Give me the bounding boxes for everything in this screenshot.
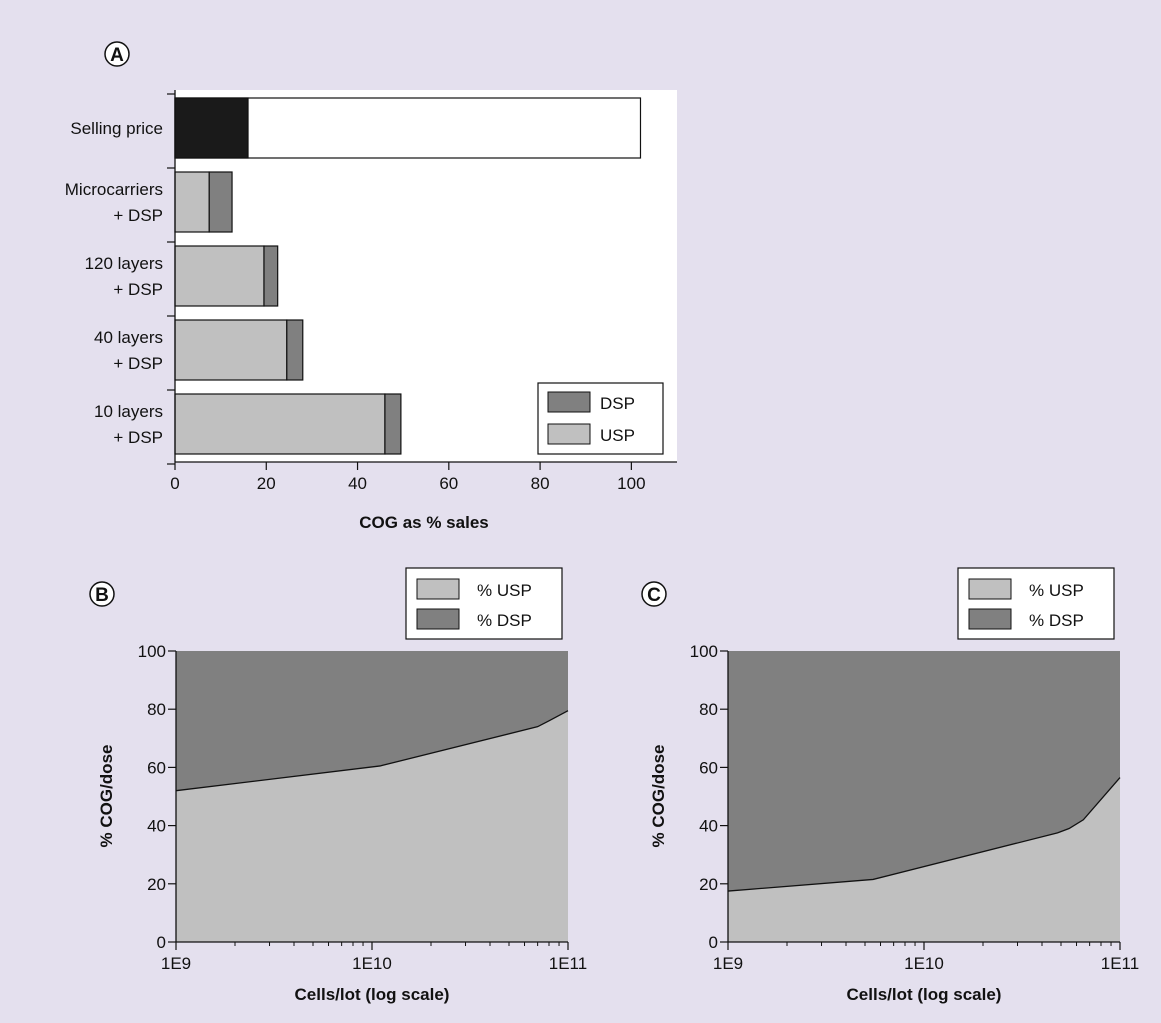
- category-label-120-layers-dsp-line-1: 120 layers: [85, 254, 163, 273]
- b-boundary-line: [175, 710, 569, 792]
- category-label-40-layers-dsp-line-1: 40 layers: [94, 328, 163, 347]
- c-area-usp: [728, 777, 1120, 942]
- category-label-120-layers-dsp-line-2: + DSP: [113, 280, 163, 299]
- panel-b-legend: % USP % DSP: [405, 567, 563, 640]
- c-area-dsp: [728, 651, 1120, 892]
- panel-c: C 0 20 40 60 80 100 1E9 1E10 1E11 Cells/lot (lo…: [641, 567, 1139, 1004]
- panel-a-x-tick-label-80: 80: [531, 474, 550, 493]
- panel-a-legend-swatch-dsp: [547, 391, 591, 413]
- b-y-tick-label-40: 40: [147, 817, 166, 836]
- panel-c-legend-swatch-usp: [968, 578, 1012, 600]
- panel-a-x-axis-title: COG as % sales: [359, 513, 488, 532]
- panel-a-legend-label-dsp: DSP: [600, 394, 635, 413]
- bar-120-layers-dsp-dsp: [263, 245, 279, 307]
- panel-b-legend-swatch-dsp: [416, 608, 460, 630]
- panel-a-legend: DSP USP: [537, 382, 664, 455]
- bar-microcarriers-dsp-dsp: [208, 171, 233, 233]
- panel-a-legend-swatch-usp: [547, 423, 591, 445]
- panel-c-badge-circle: [641, 581, 667, 607]
- panel-b-badge-circle: [89, 581, 115, 607]
- panel-b-badge-letter: B: [95, 585, 109, 606]
- panel-c-y-axis-title: % COG/dose: [649, 745, 668, 848]
- panel-c-badge: C: [641, 581, 667, 607]
- panel-a-legend-label-usp: USP: [600, 426, 635, 445]
- panel-c-legend-label-dsp: % DSP: [1029, 611, 1084, 630]
- category-label-10-layers-dsp-line-2: + DSP: [113, 428, 163, 447]
- panel-a-x-tick-label-40: 40: [348, 474, 367, 493]
- category-label-microcarriers-dsp-line-2: + DSP: [113, 206, 163, 225]
- bar-selling-price-cog: [174, 97, 249, 159]
- c-boundary-line: [727, 777, 1121, 892]
- panel-c-x-axis-title: Cells/lot (log scale): [847, 985, 1002, 1004]
- c-x-tick-label-1e10: 1E10: [904, 954, 944, 973]
- bar-10-layers-dsp-dsp: [384, 393, 402, 455]
- panel-c-legend: % USP % DSP: [957, 567, 1115, 640]
- panel-c-axes: [720, 650, 1121, 950]
- b-area-usp: [176, 710, 568, 942]
- panel-a-badge: A: [104, 41, 130, 67]
- panel-b-legend-swatch-usp: [416, 578, 460, 600]
- panel-b-x-tick-labels: 1E9 1E10 1E11: [161, 954, 587, 973]
- b-x-tick-label-1e10: 1E10: [352, 954, 392, 973]
- panel-a-x-tick-label-20: 20: [257, 474, 276, 493]
- panel-b-badge: B: [89, 581, 115, 607]
- bar-40-layers-dsp-usp: [174, 319, 288, 381]
- panel-b-x-axis-title: Cells/lot (log scale): [295, 985, 450, 1004]
- panel-c-y-tick-labels: 0 20 40 60 80 100: [690, 642, 718, 952]
- panel-a-badge-letter: A: [110, 45, 124, 66]
- b-y-tick-label-80: 80: [147, 700, 166, 719]
- panel-c-x-tick-labels: 1E9 1E10 1E11: [713, 954, 1139, 973]
- bar-microcarriers-dsp-usp: [174, 171, 210, 233]
- b-y-tick-label-100: 100: [138, 642, 166, 661]
- c-y-tick-label-0: 0: [709, 933, 718, 952]
- panel-b-y-axis-title: % COG/dose: [97, 745, 116, 848]
- panel-a-bars: [174, 97, 642, 455]
- category-label-40-layers-dsp-line-2: + DSP: [113, 354, 163, 373]
- panel-c-legend-swatch-dsp: [968, 608, 1012, 630]
- c-x-tick-label-1e9: 1E9: [713, 954, 743, 973]
- category-label-microcarriers-dsp-line-1: Microcarriers: [65, 180, 163, 199]
- c-y-tick-label-100: 100: [690, 642, 718, 661]
- panel-b: B 0 20 40 60 80 100 1E9 1E10 1E11 Cells/lot (lo…: [89, 567, 587, 1004]
- panel-a-category-labels: Selling price Microcarriers + DSP 120 layer…: [65, 119, 163, 447]
- panel-a-badge-circle: [104, 41, 130, 67]
- c-y-tick-label-60: 60: [699, 758, 718, 777]
- c-x-tick-label-1e11: 1E11: [1101, 954, 1139, 973]
- panel-b-areas: [175, 651, 569, 942]
- b-y-tick-label-20: 20: [147, 875, 166, 894]
- panel-a-x-tick-labels: 0 20 40 60 80 100: [170, 474, 645, 493]
- panel-a-x-tick-label-60: 60: [439, 474, 458, 493]
- panel-a-x-tick-label-0: 0: [170, 474, 179, 493]
- b-x-tick-label-1e11: 1E11: [549, 954, 587, 973]
- panel-c-legend-label-usp: % USP: [1029, 581, 1084, 600]
- panel-b-legend-label-usp: % USP: [477, 581, 532, 600]
- panel-a-x-tick-label-100: 100: [617, 474, 645, 493]
- b-x-tick-label-1e9: 1E9: [161, 954, 191, 973]
- category-label-selling-price-line-1: Selling price: [70, 119, 163, 138]
- panel-b-y-tick-labels: 0 20 40 60 80 100: [138, 642, 166, 952]
- b-area-dsp: [176, 651, 568, 791]
- bar-10-layers-dsp-usp: [174, 393, 386, 455]
- bar-120-layers-dsp-usp: [174, 245, 265, 307]
- bar-40-layers-dsp-dsp: [286, 319, 304, 381]
- c-y-tick-label-20: 20: [699, 875, 718, 894]
- panel-b-legend-label-dsp: % DSP: [477, 611, 532, 630]
- c-y-tick-label-40: 40: [699, 817, 718, 836]
- b-y-tick-label-0: 0: [157, 933, 166, 952]
- panel-c-badge-letter: C: [647, 585, 661, 606]
- panel-a: A Selling price Microcarriers + DSP 120 lay…: [65, 41, 677, 532]
- c-y-tick-label-80: 80: [699, 700, 718, 719]
- b-y-tick-label-60: 60: [147, 758, 166, 777]
- panel-a-axes: [167, 90, 677, 470]
- panel-c-areas: [727, 651, 1121, 942]
- panel-b-axes: [168, 650, 569, 950]
- category-label-10-layers-dsp-line-1: 10 layers: [94, 402, 163, 421]
